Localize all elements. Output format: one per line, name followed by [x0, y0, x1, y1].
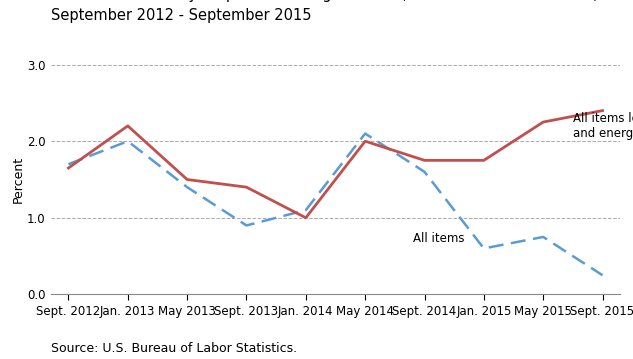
Y-axis label: Percent: Percent: [11, 156, 25, 203]
Text: All items less food
and energy: All items less food and energy: [573, 112, 633, 140]
Text: Source: U.S. Bureau of Labor Statistics.: Source: U.S. Bureau of Labor Statistics.: [51, 342, 297, 355]
Text: Chart 1.  Over-the-year percent change in CPI-U, Boston-Brockton-Nashua,
Septemb: Chart 1. Over-the-year percent change in…: [51, 0, 598, 23]
Text: All items: All items: [413, 232, 464, 244]
